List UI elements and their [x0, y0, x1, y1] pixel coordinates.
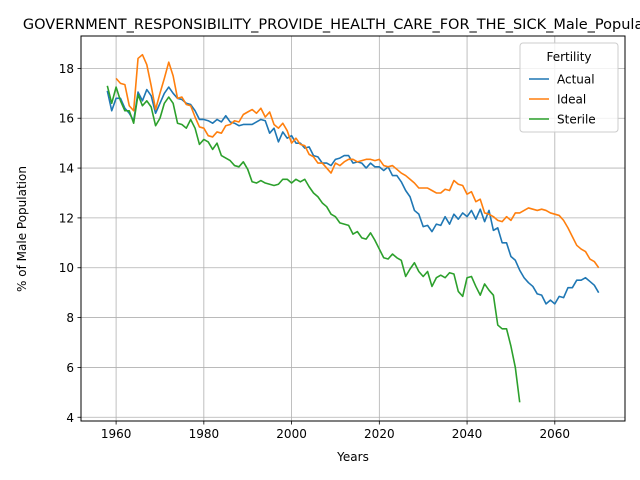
y-axis-label: % of Male Population	[15, 166, 29, 292]
legend-title: Fertility	[546, 50, 591, 64]
y-tick-label: 4	[66, 411, 74, 425]
plot-frame	[80, 35, 626, 422]
x-tick-label: 2000	[276, 427, 307, 441]
x-tick-label: 1960	[101, 427, 132, 441]
x-tick-label: 2060	[540, 427, 571, 441]
x-tick-label: 2040	[452, 427, 483, 441]
legend-label-sterile: Sterile	[557, 113, 596, 127]
series-line-ideal	[115, 53, 600, 269]
x-tick-label: 2020	[364, 427, 395, 441]
y-tick-label: 14	[59, 162, 74, 176]
y-tick-label: 16	[59, 112, 74, 126]
chart-title: GOVERNMENT_RESPONSIBILITY_PROVIDE_HEALTH…	[23, 17, 640, 33]
grid	[81, 36, 625, 421]
series-lines	[106, 53, 600, 403]
legend-label-actual: Actual	[557, 73, 595, 87]
y-tick-label: 18	[59, 62, 74, 76]
legend-box	[519, 42, 619, 133]
y-tick-label: 6	[66, 361, 74, 375]
x-axis: 1960 1980 2000 2020 2040 2060	[101, 421, 570, 441]
y-tick-label: 8	[66, 311, 74, 325]
x-tick-label: 1980	[189, 427, 220, 441]
y-tick-label: 10	[59, 261, 74, 275]
y-axis: 4 6 8 10 12 14 16 18	[59, 62, 81, 425]
legend-label-ideal: Ideal	[557, 93, 586, 107]
x-axis-label: Years	[336, 450, 369, 464]
y-tick-label: 12	[59, 211, 74, 225]
legend: Fertility Actual Ideal Sterile	[519, 42, 619, 133]
series-line-sterile	[106, 85, 521, 403]
series-line-actual	[106, 86, 600, 305]
